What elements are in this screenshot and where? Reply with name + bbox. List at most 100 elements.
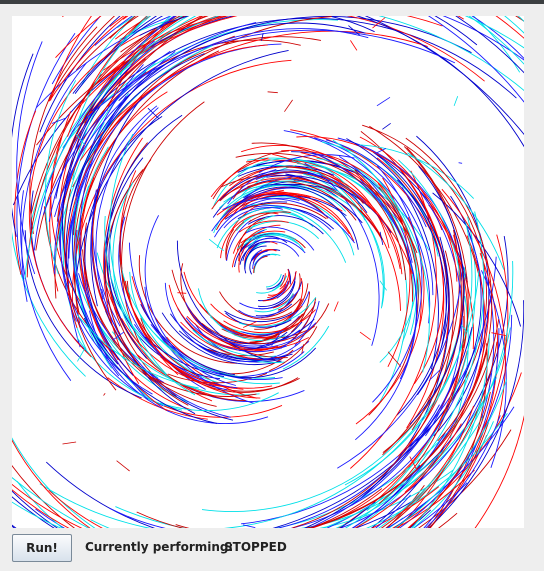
swirl-arc bbox=[243, 234, 298, 246]
swirl-arc bbox=[308, 377, 456, 528]
swirl-arc bbox=[397, 234, 462, 457]
swirl-line bbox=[453, 96, 459, 107]
swirl-arc bbox=[81, 16, 521, 86]
swirl-arc bbox=[326, 504, 372, 528]
swirl-line bbox=[359, 331, 371, 341]
swirl-arc bbox=[386, 485, 425, 528]
swirl-arc bbox=[12, 469, 475, 528]
swirl-arc bbox=[337, 350, 468, 528]
swirl-arc bbox=[346, 138, 447, 348]
swirl-arc bbox=[104, 310, 234, 421]
swirl-arc bbox=[143, 372, 257, 397]
swirl-arc bbox=[119, 159, 200, 378]
swirl-arc bbox=[401, 187, 439, 370]
swirl-arc bbox=[140, 304, 236, 376]
swirl-arc bbox=[79, 95, 149, 400]
swirl-arc bbox=[406, 248, 445, 429]
swirl-arc bbox=[62, 67, 130, 365]
swirl-line bbox=[333, 301, 339, 312]
swirl-arc bbox=[76, 314, 199, 389]
swirl-arc bbox=[283, 130, 431, 324]
run-button[interactable]: Run! bbox=[12, 534, 72, 562]
swirl-arc bbox=[263, 196, 355, 256]
swirl-arc bbox=[368, 187, 419, 416]
swirl-arc bbox=[105, 169, 189, 406]
swirl-arc bbox=[208, 340, 277, 358]
swirl-arc bbox=[49, 111, 72, 292]
swirl-arc bbox=[21, 62, 88, 302]
swirl-arc bbox=[39, 419, 460, 528]
swirl-arc bbox=[382, 229, 460, 456]
swirl-arc bbox=[12, 476, 90, 528]
title-bar bbox=[0, 0, 544, 4]
swirl-arc bbox=[16, 421, 494, 528]
swirl-arc bbox=[398, 314, 513, 528]
swirl-line bbox=[261, 33, 264, 41]
swirl-arc bbox=[219, 171, 308, 202]
swirl-arc bbox=[428, 300, 524, 528]
swirl-arc bbox=[167, 372, 268, 384]
swirl-arc bbox=[322, 447, 447, 528]
swirl-arc bbox=[303, 326, 473, 528]
swirl-arc bbox=[262, 271, 297, 302]
swirl-arc bbox=[321, 175, 413, 274]
swirl-arc bbox=[220, 193, 311, 223]
swirl-arc bbox=[109, 133, 167, 375]
swirl-arc bbox=[211, 187, 300, 232]
swirl-arc bbox=[252, 250, 268, 270]
swirl-arc bbox=[289, 283, 309, 319]
swirl-arc bbox=[175, 350, 488, 528]
swirl-arc bbox=[234, 186, 359, 250]
swirl-line bbox=[375, 148, 387, 154]
swirl-arc bbox=[197, 288, 286, 341]
swirl-arc bbox=[54, 16, 204, 299]
swirl-arc bbox=[428, 204, 475, 350]
swirl-line bbox=[75, 133, 86, 146]
swirl-arc bbox=[214, 197, 300, 238]
swirl-arc bbox=[102, 16, 149, 62]
swirl-arc bbox=[220, 174, 383, 241]
swirl-arc bbox=[140, 316, 276, 379]
swirl-arc bbox=[354, 439, 441, 528]
swirl-arc bbox=[192, 329, 285, 364]
swirl-line bbox=[284, 99, 293, 112]
swirl-arc bbox=[29, 26, 98, 234]
swirl-arc bbox=[405, 137, 493, 442]
swirl-arc bbox=[75, 64, 144, 197]
swirl-arc bbox=[161, 312, 282, 366]
swirl-arc bbox=[12, 519, 236, 528]
swirl-arc bbox=[268, 269, 290, 296]
swirl-arc bbox=[69, 22, 366, 212]
swirl-arc bbox=[190, 325, 279, 351]
swirl-arc bbox=[236, 209, 304, 232]
swirl-line bbox=[62, 441, 77, 445]
swirl-arc bbox=[254, 193, 350, 235]
swirl-arc bbox=[129, 271, 219, 384]
swirl-arc bbox=[72, 163, 108, 352]
swirl-arc bbox=[244, 245, 267, 274]
swirl-arc bbox=[245, 226, 315, 251]
swirl-arc bbox=[14, 110, 37, 275]
swirl-arc bbox=[170, 313, 283, 361]
swirl-arc bbox=[332, 139, 430, 373]
swirl-arc bbox=[54, 28, 369, 218]
swirl-line bbox=[491, 332, 506, 336]
swirl-line bbox=[208, 238, 224, 252]
swirl-arc bbox=[281, 159, 390, 249]
swirl-line bbox=[267, 91, 278, 94]
swirl-arc bbox=[36, 16, 524, 108]
swirl-arc bbox=[139, 16, 524, 148]
swirl-arc bbox=[121, 101, 205, 348]
swirl-arc bbox=[441, 188, 506, 426]
drawing-canvas bbox=[12, 16, 524, 528]
swirl-arc bbox=[160, 356, 244, 390]
swirl-arc bbox=[35, 58, 146, 251]
swirl-arc bbox=[290, 370, 467, 528]
swirl-arc bbox=[164, 282, 301, 362]
swirl-arc bbox=[24, 16, 197, 280]
swirl-arc bbox=[430, 203, 468, 416]
swirl-arc bbox=[335, 377, 497, 528]
swirl-arc bbox=[338, 156, 413, 263]
swirl-arc bbox=[106, 114, 183, 359]
